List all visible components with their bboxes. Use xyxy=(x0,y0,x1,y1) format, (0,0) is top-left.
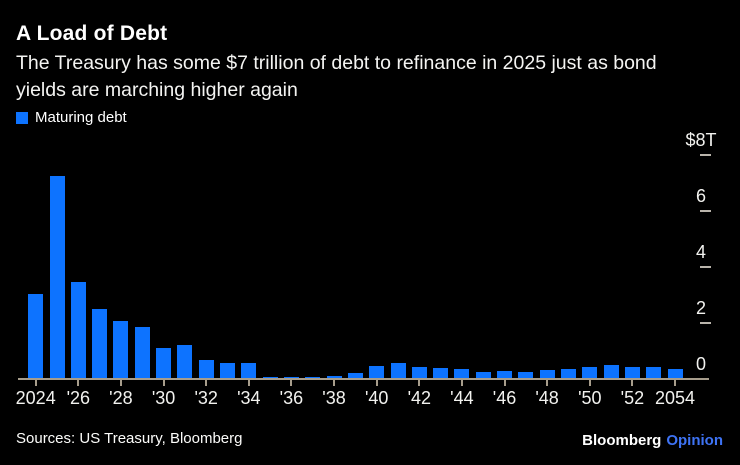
bar-2042 xyxy=(411,367,427,378)
brand-opinion: Opinion xyxy=(666,432,723,449)
x-tick-label-2026: '26 xyxy=(66,388,91,408)
x-tick-label-2048: '48 xyxy=(535,388,559,408)
x-tick-label-2044: '44 xyxy=(450,388,474,408)
x-tick-2024 xyxy=(34,380,37,386)
y-tick-6 xyxy=(700,210,711,212)
bar-2033 xyxy=(220,363,235,378)
bar-2049 xyxy=(561,369,576,378)
bar-2047 xyxy=(518,372,534,378)
bar-2053 xyxy=(646,367,662,378)
bar-2043 xyxy=(433,368,449,378)
y-axis-label-6: 6 xyxy=(695,186,706,206)
x-tick-label-2030: '30 xyxy=(151,388,176,408)
bar-chart-plot: 2024 '26 '28 '30 '32 '34 '36 '38 '40 '42 '44 '46 '48… xyxy=(15,130,717,408)
bar-2052 xyxy=(624,367,640,378)
bar-2028 xyxy=(113,321,129,378)
bar-2024 xyxy=(28,294,44,378)
x-tick-label-2040: '40 xyxy=(364,388,389,408)
brand-bloomberg: Bloomberg xyxy=(582,432,662,449)
bar-2041 xyxy=(390,363,406,378)
bar-2051 xyxy=(603,365,619,378)
x-tick-2028 xyxy=(119,380,122,386)
subtitle-line-1: The Treasury has some $7 trillion of deb… xyxy=(16,52,657,74)
x-tick-2044 xyxy=(460,380,463,386)
x-tick-2026 xyxy=(77,380,80,386)
bar-2044 xyxy=(454,369,470,378)
bar-2037 xyxy=(305,377,321,378)
x-tick-label-2028: '28 xyxy=(109,388,133,408)
bar-2050 xyxy=(582,367,598,378)
bar-2045 xyxy=(475,372,491,378)
sources-note: Sources: US Treasury, Bloomberg xyxy=(16,430,243,447)
bar-2032 xyxy=(198,360,214,378)
bar-2040 xyxy=(369,366,385,378)
y-tick-2 xyxy=(700,322,711,324)
bar-2038 xyxy=(326,376,342,378)
y-axis-label-8: $8T xyxy=(685,130,717,150)
bar-2036 xyxy=(283,377,299,378)
bar-2046 xyxy=(497,371,512,378)
chart-subtitle: The Treasury has some $7 trillion of deb… xyxy=(16,50,720,104)
x-tick-2030 xyxy=(162,380,165,386)
x-tick-label-2038: '38 xyxy=(322,388,346,408)
bloomberg-opinion-logo: Bloomberg Opinion xyxy=(582,432,723,449)
bar-2025 xyxy=(49,176,65,378)
x-tick-2054 xyxy=(674,380,676,386)
x-tick-2046 xyxy=(503,380,506,386)
x-tick-label-2024: 2024 xyxy=(15,388,56,408)
x-tick-label-2046: '46 xyxy=(492,388,517,408)
legend: Maturing debt xyxy=(16,109,127,126)
y-tick-8 xyxy=(700,154,711,156)
legend-label: Maturing debt xyxy=(35,109,127,126)
y-axis-label-0: 0 xyxy=(695,354,706,374)
x-tick-2052 xyxy=(631,380,634,386)
bar-2027 xyxy=(92,309,108,378)
x-tick-label-2050: '50 xyxy=(578,388,602,408)
x-tick-2038 xyxy=(333,380,335,386)
bar-2029 xyxy=(134,327,150,378)
bar-2054 xyxy=(667,369,683,378)
legend-swatch-icon xyxy=(16,111,28,124)
x-tick-label-2034: '34 xyxy=(237,388,261,408)
bar-2048 xyxy=(539,370,555,378)
x-tick-2050 xyxy=(588,380,591,386)
x-tick-label-2042: '42 xyxy=(407,388,432,408)
x-tick-2034 xyxy=(247,380,250,386)
y-axis-label-4: 4 xyxy=(695,242,706,262)
bar-2035 xyxy=(262,377,278,378)
x-tick-label-2036: '36 xyxy=(279,388,304,408)
chart-title: A Load of Debt xyxy=(16,22,168,45)
y-tick-4 xyxy=(700,266,711,268)
bar-2030 xyxy=(156,348,172,378)
x-axis-line xyxy=(18,378,709,380)
x-tick-label-2054: 2054 xyxy=(654,388,696,408)
x-tick-label-2052: '52 xyxy=(620,388,645,408)
bar-2034 xyxy=(241,363,257,378)
x-tick-label-2032: '32 xyxy=(194,388,218,408)
x-tick-2048 xyxy=(546,380,549,386)
subtitle-line-2: yields are marching higher again xyxy=(16,79,298,101)
y-axis-label-2: 2 xyxy=(695,298,706,318)
x-tick-2042 xyxy=(418,380,421,386)
x-tick-2032 xyxy=(205,380,208,386)
bar-2039 xyxy=(347,373,363,378)
x-tick-2040 xyxy=(375,380,378,386)
bar-2031 xyxy=(177,345,193,378)
x-tick-2036 xyxy=(290,380,293,386)
bar-2026 xyxy=(70,282,86,378)
